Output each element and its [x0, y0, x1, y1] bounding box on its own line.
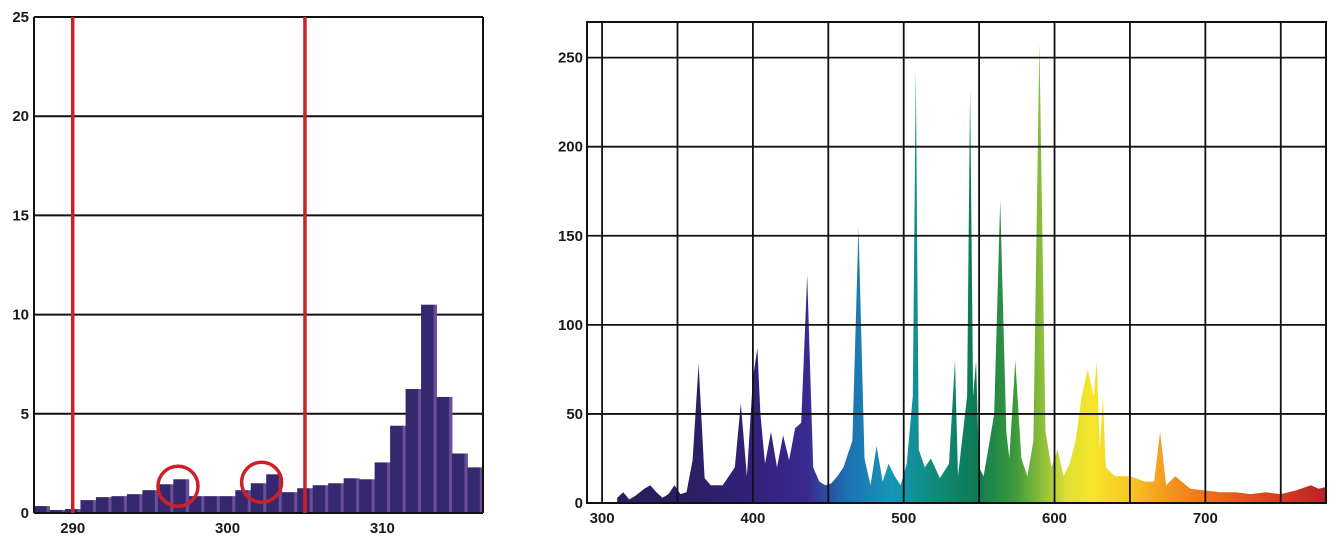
- left-bar: [142, 490, 159, 513]
- left-x-tick-label: 300: [215, 520, 240, 537]
- right-y-tick-label: 150: [558, 228, 583, 245]
- left-bar: [219, 496, 236, 513]
- right-x-tick-label: 400: [740, 510, 765, 527]
- left-y-tick-label: 15: [12, 207, 29, 224]
- left-bar: [34, 506, 50, 513]
- left-bar: [374, 462, 391, 513]
- right-x-tick-label: 300: [590, 510, 615, 527]
- right-plot-frame: [586, 21, 1327, 504]
- right-y-tick-label: 50: [566, 406, 583, 423]
- left-chart: 0 5 10 15 20 25 290 300 310: [12, 9, 484, 537]
- left-bar: [281, 492, 298, 513]
- left-y-tick-label: 0: [21, 505, 29, 522]
- left-y-tick-label: 25: [12, 9, 29, 26]
- left-bar: [111, 496, 128, 513]
- left-x-tick-label: 290: [60, 520, 85, 537]
- left-x-tick-label: 310: [370, 520, 395, 537]
- left-bar: [359, 479, 376, 513]
- right-x-tick-label: 700: [1193, 510, 1218, 527]
- left-y-tick-label: 20: [12, 108, 29, 125]
- left-bar: [95, 497, 112, 513]
- left-bar: [390, 425, 406, 513]
- left-bar: [343, 478, 360, 513]
- left-bar: [49, 510, 66, 513]
- right-x-tick-label: 600: [1042, 510, 1067, 527]
- right-y-tick-label: 100: [558, 317, 583, 334]
- left-bar: [312, 485, 329, 513]
- right-y-tick-label: 250: [558, 50, 583, 67]
- left-bar: [266, 474, 283, 513]
- right-x-tick-label: 500: [891, 510, 916, 527]
- left-bar: [405, 389, 422, 513]
- left-y-tick-label: 5: [21, 406, 29, 423]
- left-bar: [436, 396, 453, 513]
- left-bar: [250, 483, 267, 513]
- left-bar: [467, 467, 484, 513]
- left-bar: [452, 453, 468, 513]
- left-bar: [126, 494, 143, 513]
- left-bar: [80, 500, 97, 513]
- left-bar: [328, 483, 345, 513]
- left-bar: [421, 304, 437, 513]
- right-y-tick-label: 200: [558, 139, 583, 156]
- spectrum-area: [617, 43, 1326, 504]
- left-highlight-circle: [156, 464, 200, 508]
- left-bar: [204, 496, 221, 513]
- left-y-tick-label: 10: [12, 307, 29, 324]
- left-highlight-circle: [239, 460, 284, 504]
- right-y-tick-label: 0: [575, 495, 583, 512]
